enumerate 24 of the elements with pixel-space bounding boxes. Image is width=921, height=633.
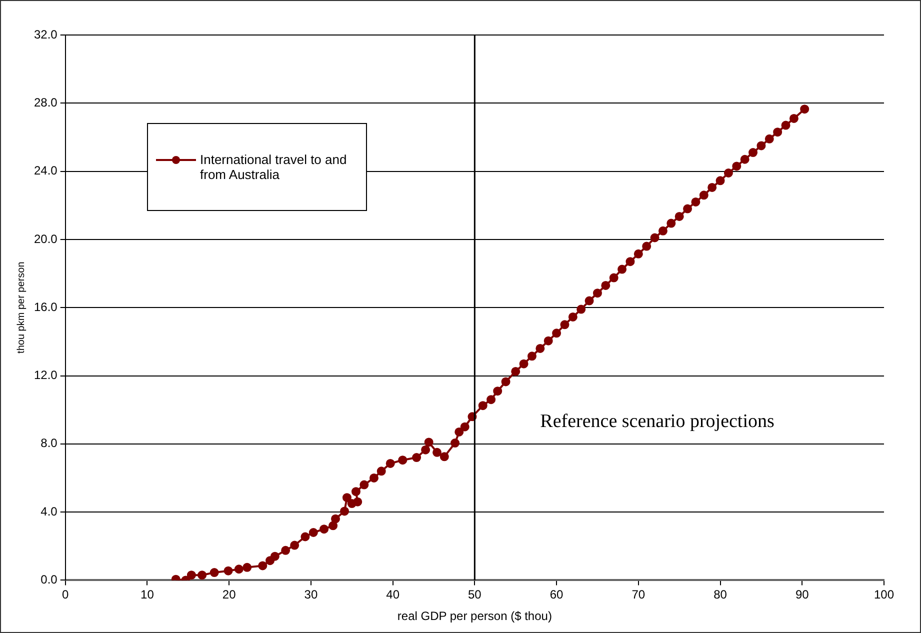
x-tick-label: 100 [874,588,894,602]
x-tick-label: 40 [386,588,400,602]
y-tick-label: 16.0 [34,300,58,314]
x-tick-label: 20 [222,588,236,602]
x-tick-label: 70 [632,588,646,602]
y-tick-label: 0.0 [40,572,58,587]
y-tick-label: 8.0 [40,436,58,450]
y-axis-title: thou pkm per person [16,262,27,354]
y-tick-label: 20.0 [34,232,58,246]
x-tick-label: 90 [795,588,810,602]
y-tick-label: 24.0 [34,164,58,178]
y-tick-label: 32.0 [34,27,58,42]
x-tick-label: 10 [140,588,154,602]
legend-label: International travel to and from Australia [200,152,348,182]
x-tick-label: 0 [62,588,70,602]
x-tick-label: 30 [304,588,318,602]
x-axis-title: real GDP per person ($ thou) [397,609,552,624]
y-tick-label: 28.0 [34,95,58,110]
x-tick-label: 50 [468,588,482,602]
x-tick-label: 60 [550,588,564,602]
x-tick-label: 80 [714,588,728,602]
annotation: Reference scenario projections [540,411,774,432]
y-tick-label: 12.0 [34,368,58,382]
y-tick-label: 4.0 [40,504,58,518]
